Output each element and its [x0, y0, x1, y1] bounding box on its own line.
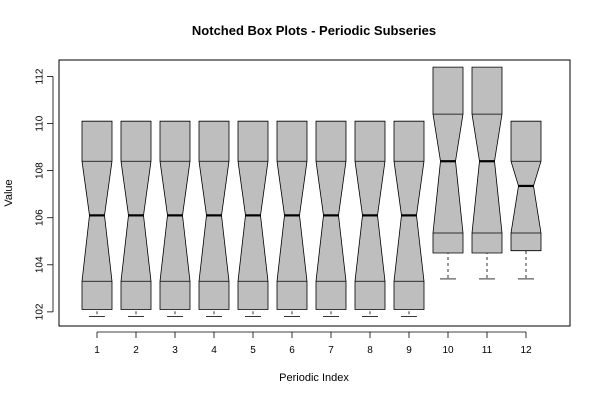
x-tick-label: 2 [133, 345, 139, 356]
y-tick-label: 102 [35, 303, 46, 320]
y-tick-label: 104 [35, 256, 46, 273]
x-tick-label: 9 [406, 345, 412, 356]
box-8 [354, 120, 386, 317]
y-tick-label: 110 [35, 115, 46, 131]
x-tick-label: 3 [172, 345, 178, 356]
box-6 [276, 120, 308, 317]
box-2 [120, 120, 152, 317]
box-1 [81, 120, 113, 317]
x-axis: 1 2 3 4 5 6 7 8 9 10 11 12 [94, 331, 532, 356]
y-tick-label: 108 [35, 162, 46, 179]
box-3 [159, 120, 191, 317]
x-tick-label: 11 [482, 345, 493, 356]
y-axis-label: Value [3, 179, 15, 206]
x-tick-label: 4 [211, 345, 217, 356]
box-4 [198, 120, 230, 317]
x-tick-label: 5 [250, 345, 256, 356]
y-axis: 102 104 106 108 110 112 [35, 68, 54, 320]
x-tick-label: 12 [520, 345, 532, 356]
box-12 [510, 120, 542, 280]
boxes-layer [81, 66, 542, 317]
box-9 [393, 120, 425, 317]
box-7 [315, 120, 347, 317]
notched-box [471, 66, 503, 254]
chart-title: Notched Box Plots - Periodic Subseries [192, 23, 436, 38]
plot-frame [58, 59, 571, 327]
x-tick-label: 8 [367, 345, 373, 356]
notched-box [432, 66, 464, 254]
box-10 [432, 66, 464, 280]
x-tick-label: 10 [442, 345, 454, 356]
x-tick-label: 7 [328, 345, 334, 356]
y-tick-label: 112 [35, 68, 46, 84]
box-5 [237, 120, 269, 317]
box-11 [471, 66, 503, 280]
x-axis-label: Periodic Index [279, 372, 349, 384]
x-tick-label: 6 [289, 345, 295, 356]
y-tick-label: 106 [35, 209, 46, 226]
x-tick-label: 1 [94, 345, 100, 356]
